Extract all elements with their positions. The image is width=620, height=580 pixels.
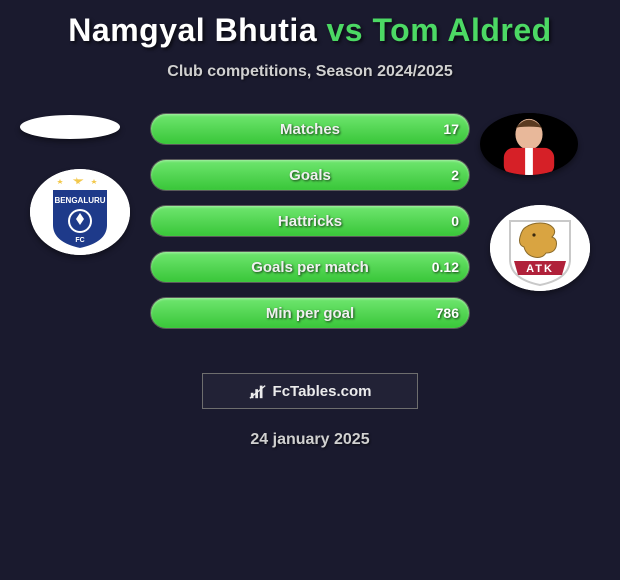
stat-right-value: 17 — [443, 121, 459, 137]
stat-row-hattricks: Hattricks 0 — [150, 205, 470, 237]
bengaluru-badge-icon: BENGALURU FC — [30, 169, 130, 255]
player2-avatar — [480, 113, 578, 175]
player2-club-badge: ATK — [490, 205, 590, 291]
stat-right-value: 0 — [451, 213, 459, 229]
stat-label: Min per goal — [266, 305, 354, 322]
svg-text:ATK: ATK — [526, 263, 554, 275]
player1-club-badge: BENGALURU FC — [30, 169, 130, 255]
brand-box[interactable]: FcTables.com — [202, 373, 418, 409]
svg-text:FC: FC — [75, 237, 84, 244]
title-player2: Tom Aldred — [372, 12, 551, 48]
stat-rows: Matches 17 Goals 2 Hattricks 0 Goals per… — [150, 113, 470, 329]
brand-text: FcTables.com — [273, 383, 372, 400]
stat-row-min-per-goal: Min per goal 786 — [150, 297, 470, 329]
stat-row-goals-per-match: Goals per match 0.12 — [150, 251, 470, 283]
stat-row-matches: Matches 17 — [150, 113, 470, 145]
comparison-stage: BENGALURU FC ATK Matches 17 — [10, 109, 610, 369]
title-vs: vs — [327, 12, 364, 48]
stat-label: Matches — [280, 121, 340, 138]
stat-right-value: 0.12 — [432, 259, 459, 275]
stat-label: Hattricks — [278, 213, 342, 230]
subtitle: Club competitions, Season 2024/2025 — [10, 63, 610, 81]
page-container: Namgyal Bhutia vs Tom Aldred Club compet… — [0, 0, 620, 449]
bar-chart-icon — [249, 382, 267, 400]
stat-label: Goals per match — [251, 259, 369, 276]
stat-right-value: 786 — [436, 305, 459, 321]
atk-badge-icon: ATK — [490, 205, 590, 291]
player2-avatar-art — [480, 113, 578, 175]
stat-row-goals: Goals 2 — [150, 159, 470, 191]
date-line: 24 january 2025 — [10, 431, 610, 449]
title-player1: Namgyal Bhutia — [68, 12, 317, 48]
player1-avatar — [20, 115, 120, 139]
stat-label: Goals — [289, 167, 331, 184]
svg-text:BENGALURU: BENGALURU — [54, 196, 105, 205]
page-title: Namgyal Bhutia vs Tom Aldred — [10, 12, 610, 49]
stat-right-value: 2 — [451, 167, 459, 183]
